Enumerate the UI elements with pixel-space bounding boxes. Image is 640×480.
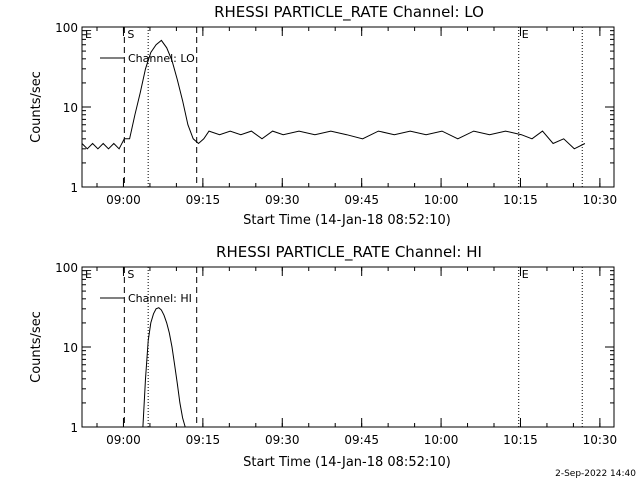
plot-frame [81,26,615,188]
x-tick-label: 10:00 [424,193,459,207]
y-tick-label: 100 [55,21,78,35]
x-tick-label: 09:15 [186,193,221,207]
x-tick-label: 09:00 [106,433,141,447]
time-marker-label: E [85,268,92,281]
y-tick-label: 10 [63,341,78,355]
x-axis-label: Start Time (14-Jan-18 08:52:10) [243,213,451,228]
x-tick-label: 10:15 [503,433,538,447]
time-marker-label: S [127,28,134,41]
panel-lo: RHESSI PARTICLE_RATE Channel: LO E S E 09:… [29,3,617,228]
axis-ticks [82,266,614,428]
series-line-hi [142,307,186,428]
plot-frame [81,266,615,428]
footer-date: 2-Sep-2022 14:40 [555,469,636,479]
x-tick-label: 09:15 [186,433,221,447]
y-axis-label: Counts/sec [29,71,44,143]
y-tick-labels: 1 10 100 [55,261,78,435]
series-line-lo [81,39,586,150]
x-tick-label: 10:00 [424,433,459,447]
x-tick-label: 10:15 [503,193,538,207]
y-tick-label: 1 [70,421,78,435]
time-marker-label: E [85,28,92,41]
x-tick-labels: 09:00 09:15 09:30 09:45 10:00 10:15 10:30 [106,433,617,447]
time-marker-label: E [522,268,529,281]
time-marker-label: E [522,28,529,41]
axis-ticks [82,26,614,188]
panel-hi: RHESSI PARTICLE_RATE Channel: HI E S E 09:… [29,243,617,470]
y-tick-label: 10 [63,101,78,115]
x-tick-label: 09:00 [106,193,141,207]
x-tick-label: 09:45 [344,433,379,447]
y-axis-label: Counts/sec [29,311,44,383]
y-tick-labels: 1 10 100 [55,21,78,195]
time-marker-label: S [127,268,134,281]
x-tick-label: 10:30 [583,193,618,207]
x-tick-label: 09:45 [344,193,379,207]
chart-title: RHESSI PARTICLE_RATE Channel: LO [214,3,484,22]
x-axis-label: Start Time (14-Jan-18 08:52:10) [243,455,451,470]
legend-label: Channel: HI [128,292,192,305]
y-tick-label: 1 [70,181,78,195]
x-tick-label: 09:30 [265,193,300,207]
legend-label: Channel: LO [128,52,195,65]
x-tick-labels: 09:00 09:15 09:30 09:45 10:00 10:15 10:30 [106,193,617,207]
x-tick-label: 09:30 [265,433,300,447]
chart-title: RHESSI PARTICLE_RATE Channel: HI [216,243,482,262]
y-tick-label: 100 [55,261,78,275]
x-tick-label: 10:30 [583,433,618,447]
